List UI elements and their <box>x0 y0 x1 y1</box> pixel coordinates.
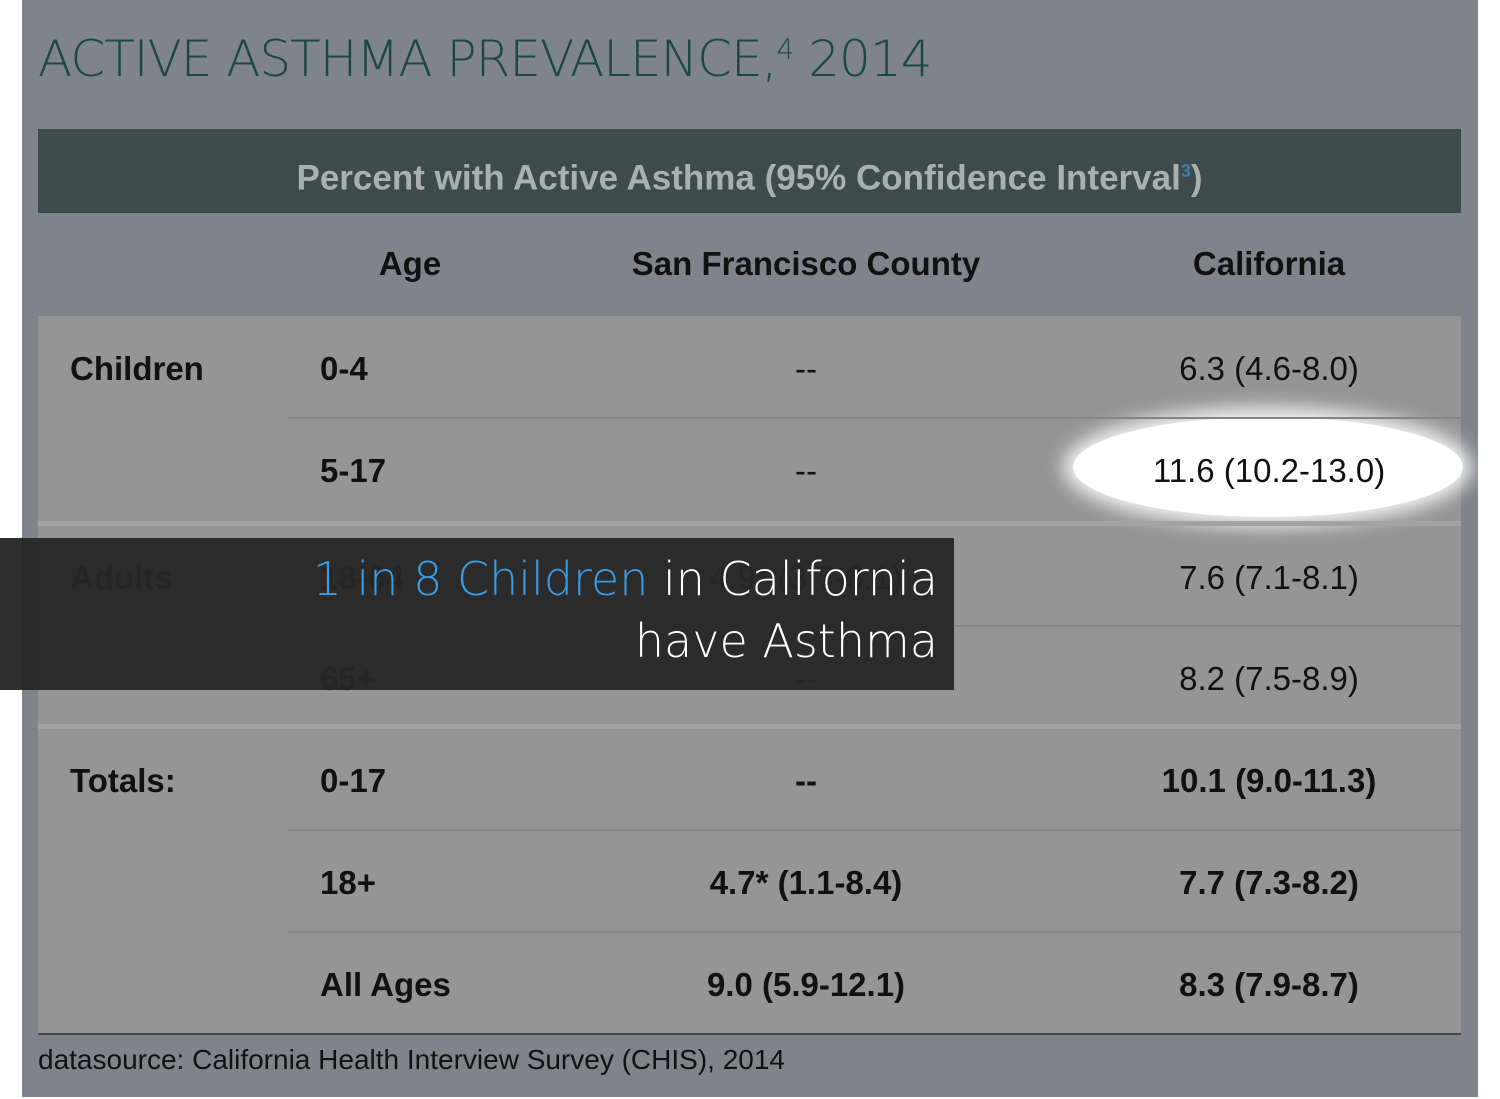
callout-text: in California <box>663 552 938 606</box>
row-separator <box>288 417 1461 419</box>
ca-cell: 10.1 (9.0-11.3) <box>1161 762 1377 799</box>
title-year: 2014 <box>808 30 932 88</box>
column-header: California <box>1192 245 1346 282</box>
callout-highlight: 1 in 8 Children <box>312 552 649 606</box>
title: ACTIVE ASTHMA PREVALENCE,4 2014 <box>38 30 932 88</box>
group-separator <box>38 724 1461 729</box>
footnote-ref: 3 <box>1180 161 1191 181</box>
ca-cell: 7.6 (7.1-8.1) <box>1179 559 1359 596</box>
table-caption: Percent with Active Asthma (95% Confiden… <box>38 129 1461 213</box>
sf-cell: -- <box>795 350 817 387</box>
row-group: Children <box>70 350 204 387</box>
sf-cell: 9.0 (5.9-12.1) <box>706 966 906 1003</box>
highlight-glow <box>1073 417 1463 517</box>
ca-cell: 11.6 (10.2-13.0) <box>1152 452 1386 489</box>
callout-text: have Asthma <box>634 614 938 668</box>
ca-cell: 8.3 (7.9-8.7) <box>1179 966 1359 1003</box>
footer-source: datasource: California Health Interview … <box>38 1044 786 1075</box>
sf-cell: 4.7* (1.1-8.4) <box>709 864 903 901</box>
column-header: Age <box>378 245 442 282</box>
ca-cell: 6.3 (4.6-8.0) <box>1179 350 1359 387</box>
age-cell: 18+ <box>320 864 376 901</box>
age-cell: 5-17 <box>320 452 387 489</box>
ca-cell: 8.2 (7.5-8.9) <box>1179 660 1359 697</box>
sf-cell: -- <box>795 762 817 799</box>
age-cell: All Ages <box>320 966 451 1003</box>
group-separator <box>38 521 1461 526</box>
age-cell: 0-4 <box>320 350 368 387</box>
row-separator <box>288 931 1461 933</box>
title-text: ACTIVE ASTHMA PREVALENCE, <box>38 30 777 88</box>
callout-box: 1 in 8 Children in California have Asthm… <box>0 538 954 690</box>
caption-end: ) <box>1190 158 1203 198</box>
age-cell: 0-17 <box>320 762 387 799</box>
column-header: San Francisco County <box>631 245 981 282</box>
caption-text: Percent with Active Asthma (95% Confiden… <box>296 158 1181 198</box>
row-separator <box>288 829 1461 831</box>
row-group: Totals: <box>70 762 176 799</box>
sf-cell: -- <box>795 452 817 489</box>
footnote-ref: 4 <box>776 32 794 66</box>
ca-cell: 7.7 (7.3-8.2) <box>1179 864 1359 901</box>
